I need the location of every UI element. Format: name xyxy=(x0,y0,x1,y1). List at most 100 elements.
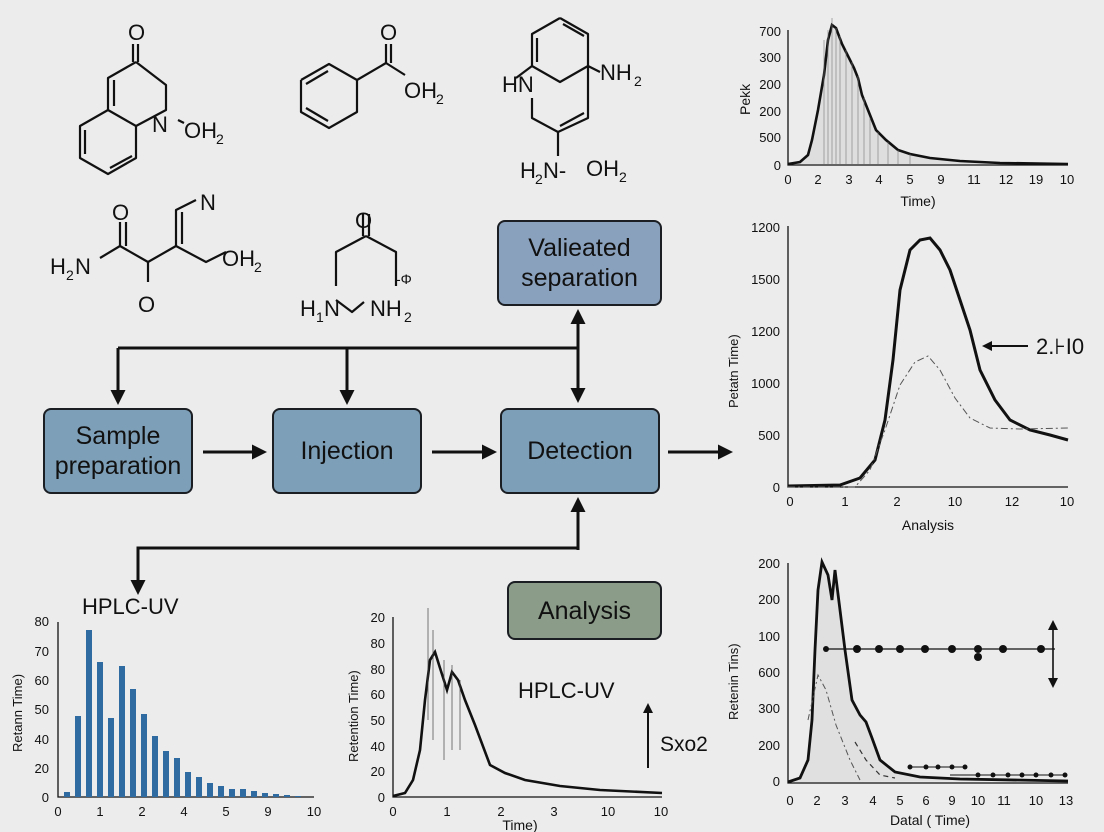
svg-text:OH: OH xyxy=(184,118,217,143)
svg-text:2: 2 xyxy=(814,172,821,187)
annotation-2h0: 2.⊦I0 xyxy=(1036,334,1085,359)
validated-separation-box[interactable]: Valieated separation xyxy=(497,220,662,306)
svg-text:0: 0 xyxy=(773,480,780,495)
svg-text:1: 1 xyxy=(96,804,103,819)
svg-text:200: 200 xyxy=(758,556,780,571)
svg-text:80: 80 xyxy=(371,636,385,651)
svg-text:50: 50 xyxy=(35,702,49,717)
svg-text:N: N xyxy=(75,254,91,279)
svg-text:20: 20 xyxy=(35,761,49,776)
molecule-5-bonds xyxy=(334,214,398,314)
svg-text:19: 19 xyxy=(1029,172,1043,187)
svg-text:OH: OH xyxy=(404,78,437,103)
svg-text:50: 50 xyxy=(371,713,385,728)
svg-text:2: 2 xyxy=(66,267,74,283)
svg-text:1200: 1200 xyxy=(751,324,780,339)
svg-text:2: 2 xyxy=(813,793,820,808)
svg-text:2: 2 xyxy=(497,804,504,819)
svg-text:5: 5 xyxy=(906,172,913,187)
chart-bottom-center: 20 80 80 60 50 40 20 0 0 1 2 3 10 10 Time) Retent… xyxy=(346,608,668,832)
svg-text:1000: 1000 xyxy=(751,376,780,391)
svg-text:O: O xyxy=(138,292,155,317)
molecule-4-bonds xyxy=(99,199,227,282)
hplc-uv-left-label: HPLC-UV xyxy=(82,594,179,619)
svg-text:600: 600 xyxy=(758,665,780,680)
svg-text:0: 0 xyxy=(42,790,49,805)
svg-text:Retenin Tins): Retenin Tins) xyxy=(726,643,741,720)
svg-text:300: 300 xyxy=(758,701,780,716)
svg-text:Time): Time) xyxy=(502,817,537,832)
svg-text:3: 3 xyxy=(550,804,557,819)
svg-text:4: 4 xyxy=(875,172,882,187)
svg-text:Datal ( Time): Datal ( Time) xyxy=(890,812,970,828)
svg-text:Petatn Time): Petatn Time) xyxy=(726,334,741,408)
svg-text:O: O xyxy=(128,20,145,45)
svg-text:0: 0 xyxy=(786,494,793,509)
svg-text:0: 0 xyxy=(389,804,396,819)
validated-separation-line2: separation xyxy=(521,264,638,292)
detection-box[interactable]: Detection xyxy=(500,408,660,494)
svg-text:0: 0 xyxy=(773,774,780,789)
svg-text:N: N xyxy=(152,112,168,137)
svg-text:60: 60 xyxy=(35,673,49,688)
svg-text:10: 10 xyxy=(1029,793,1043,808)
svg-text:0: 0 xyxy=(784,172,791,187)
analysis-label: Analysis xyxy=(537,596,632,625)
svg-text:11: 11 xyxy=(997,793,1011,808)
analysis-box[interactable]: Analysis xyxy=(507,581,662,640)
svg-text:1: 1 xyxy=(443,804,450,819)
svg-text:2: 2 xyxy=(535,171,543,187)
svg-text:Retention Time): Retention Time) xyxy=(346,670,361,762)
svg-text:3: 3 xyxy=(845,172,852,187)
svg-text:0: 0 xyxy=(774,158,781,173)
chart-bottom-left: 80 70 60 50 40 20 0 0 1 2 4 5 9 10 Retann Time) xyxy=(10,614,321,819)
svg-text:1: 1 xyxy=(316,309,324,325)
svg-text:Retann Time): Retann Time) xyxy=(10,674,25,752)
svg-text:700: 700 xyxy=(759,24,781,39)
molecule-2-bonds xyxy=(299,44,406,130)
svg-text:2: 2 xyxy=(619,169,627,185)
svg-text:N-: N- xyxy=(543,158,566,183)
sample-preparation-box[interactable]: Sample preparation xyxy=(43,408,193,494)
svg-text:10: 10 xyxy=(948,494,962,509)
svg-text:0: 0 xyxy=(786,793,793,808)
svg-text:H: H xyxy=(300,296,316,321)
svg-text:2: 2 xyxy=(138,804,145,819)
injection-box[interactable]: Injection xyxy=(272,408,422,494)
svg-text:N: N xyxy=(200,190,216,215)
svg-text:200: 200 xyxy=(758,592,780,607)
svg-text:200: 200 xyxy=(759,104,781,119)
svg-text:NH: NH xyxy=(370,296,402,321)
svg-text:10: 10 xyxy=(971,793,985,808)
svg-text:5: 5 xyxy=(222,804,229,819)
chart-top-right: 700 300 200 200 500 0 0 2 3 4 5 9 11 12 19 10 Time… xyxy=(737,18,1074,209)
svg-text:O: O xyxy=(355,208,372,233)
svg-text:60: 60 xyxy=(371,687,385,702)
chart-bottom-right: 200 200 100 600 300 200 0 0 2 3 4 5 6 9 10 11 10 13… xyxy=(726,556,1073,828)
svg-text:Time): Time) xyxy=(900,193,935,209)
svg-text:10: 10 xyxy=(1060,172,1074,187)
svg-text:500: 500 xyxy=(758,428,780,443)
svg-text:-Φ: -Φ xyxy=(396,271,412,287)
svg-text:11: 11 xyxy=(967,172,981,187)
svg-text:Pekk: Pekk xyxy=(737,83,753,115)
svg-text:O: O xyxy=(112,200,129,225)
svg-text:200: 200 xyxy=(759,77,781,92)
svg-text:0: 0 xyxy=(54,804,61,819)
svg-text:1200: 1200 xyxy=(751,220,780,235)
svg-text:H: H xyxy=(520,158,536,183)
svg-text:12: 12 xyxy=(999,172,1013,187)
svg-text:70: 70 xyxy=(35,644,49,659)
svg-text:20: 20 xyxy=(371,610,385,625)
sample-preparation-line2: preparation xyxy=(54,452,182,480)
molecule-1-bonds xyxy=(78,44,185,176)
svg-text:Analysis: Analysis xyxy=(902,517,954,533)
svg-text:2: 2 xyxy=(634,73,642,89)
svg-text:300: 300 xyxy=(759,50,781,65)
svg-text:1: 1 xyxy=(841,494,848,509)
svg-text:2: 2 xyxy=(404,309,412,325)
svg-text:2: 2 xyxy=(893,494,900,509)
